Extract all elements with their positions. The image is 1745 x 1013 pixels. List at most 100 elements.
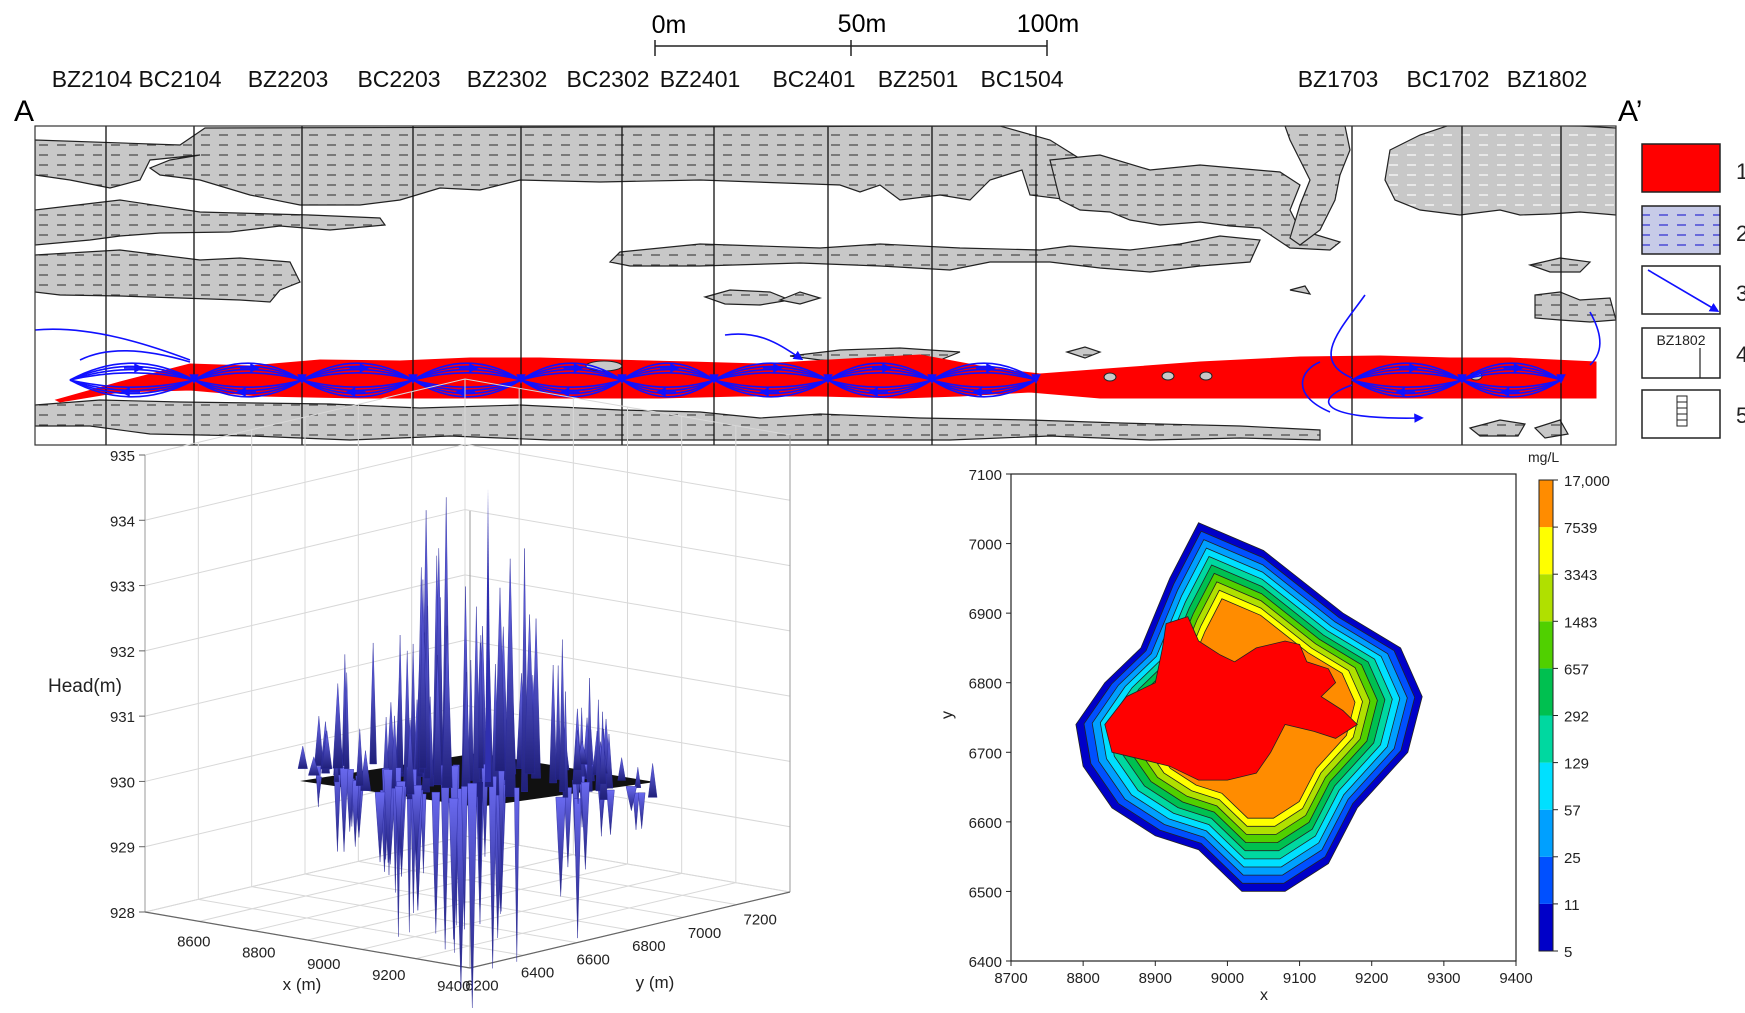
colorbar-segment — [1539, 809, 1553, 857]
contour-bands — [1075, 522, 1423, 892]
z-tick-label: 933 — [110, 579, 135, 596]
borehole-lines — [105, 126, 1562, 445]
surface-spike — [573, 798, 582, 939]
grid-line — [358, 860, 684, 918]
x-tick-label: 8600 — [177, 933, 210, 950]
legend-number-1: 1 — [1736, 159, 1745, 184]
surface-spike — [440, 765, 450, 950]
borehole-label-bc1702: BC1702 — [1406, 66, 1489, 92]
colorbar-unit: mg/L — [1528, 449, 1559, 465]
scale-label-50: 50m — [838, 10, 887, 38]
clay-lenses — [35, 126, 1616, 441]
borehole-label-bz1802: BZ1802 — [1507, 66, 1588, 92]
x-axis-label: x (m) — [283, 975, 322, 994]
z-tick-label: 932 — [110, 644, 135, 661]
z-tick-label: 930 — [110, 774, 135, 791]
contour-y-tick-label: 6900 — [969, 606, 1002, 623]
concentration-contour-chart: 8700 8800 8900 9000 9100 9200 9300 9400 6400 6500… — [939, 449, 1610, 1004]
flow-line — [35, 328, 191, 361]
y-tick-label: 6200 — [465, 978, 498, 995]
surface-spike — [604, 733, 614, 789]
borehole-labels: BZ2104 BC2104 BZ2203 BC2203 BZ2302 BC2302 BZ24… — [52, 66, 1588, 92]
colorbar-segment — [1539, 668, 1553, 716]
surface-spike — [481, 764, 489, 857]
clay-lens-right — [1049, 154, 1342, 251]
legend: 1 2 3 BZ1802 4 5 — [1641, 143, 1745, 439]
clay-lens-far-right — [1384, 126, 1616, 216]
contour-x-tick-label: 8800 — [1066, 970, 1099, 987]
x-tick-label: 9400 — [437, 978, 470, 995]
borehole-label-bc2401: BC2401 — [772, 66, 855, 92]
colorbar: 5 11 25 57 129 292 657 1483 3343 7539 17,000 — [1538, 473, 1610, 961]
colorbar-segment — [1539, 903, 1553, 951]
section-frame — [34, 125, 1617, 446]
flow-line — [1461, 362, 1563, 398]
surface-spike — [321, 730, 333, 770]
flow-line — [1589, 311, 1601, 366]
surface-spike — [523, 614, 536, 775]
legend-item-4: BZ1802 4 — [1641, 327, 1745, 379]
surface-spike — [315, 766, 322, 808]
contour-y-tick-label: 6500 — [969, 884, 1002, 901]
surface-spike — [625, 786, 637, 811]
legend-item-1: 1 — [1641, 143, 1745, 193]
surface-spike — [431, 791, 441, 934]
surface-spike — [410, 785, 423, 861]
clay-lens-small-right — [1064, 346, 1102, 359]
colorbar-label: 57 — [1564, 803, 1581, 820]
surface-spike — [374, 791, 386, 863]
colorbar-segment — [1539, 574, 1553, 622]
clay-lens-band-left — [35, 199, 387, 246]
colorbar-label: 1483 — [1564, 614, 1597, 631]
surface-peak — [485, 488, 491, 782]
head-surface-chart: 928 929 930 931 932 933 934 935 8600 8800 9000 9200… — [48, 378, 791, 1009]
surface-spike — [461, 786, 468, 930]
surface-spike — [514, 787, 520, 962]
surface-spike — [595, 699, 602, 792]
contour-x-tick-label: 9400 — [1499, 970, 1532, 987]
clay-lens-small-right-2 — [1289, 285, 1312, 295]
legend-number-5: 5 — [1736, 403, 1745, 428]
surface-data — [297, 488, 658, 1009]
surface-spike — [441, 625, 453, 788]
colorbar-label: 17,000 — [1564, 473, 1610, 490]
flow-line — [1330, 294, 1366, 379]
surface-spike — [467, 660, 474, 781]
contour-core — [1104, 616, 1358, 781]
legend-number-2: 2 — [1736, 221, 1745, 246]
contour-y-tick-label: 6700 — [969, 745, 1002, 762]
surface-spike — [477, 635, 484, 769]
z-tick-label: 929 — [110, 840, 135, 857]
surface-axes: 928 929 930 931 932 933 934 935 8600 8800 9000 9200… — [110, 435, 791, 995]
red-fill-swatch — [1641, 143, 1721, 193]
x-tick-label: 9000 — [307, 956, 340, 973]
flow-arrow-swatch — [1647, 269, 1720, 312]
flow-lines — [35, 294, 1601, 423]
surface-spike — [344, 672, 350, 770]
contour-x-label: x — [1260, 987, 1268, 1004]
flow-line — [79, 349, 191, 363]
legend-number-4: 4 — [1736, 342, 1745, 367]
surface-grid — [144, 378, 791, 969]
colorbar-segment — [1539, 480, 1553, 528]
clay-lens-small-center-2 — [777, 291, 823, 305]
clay-lens-mid-center — [608, 235, 1261, 273]
legend-borehole-label: BZ1802 — [1656, 332, 1705, 348]
contour-y-tick-label: 6600 — [969, 815, 1002, 832]
clay-lens-right-mid — [1534, 291, 1616, 323]
colorbar-label: 25 — [1564, 850, 1581, 867]
surface-spike — [297, 745, 308, 769]
legend-item-3: 3 — [1641, 265, 1745, 315]
surface-spike — [383, 769, 393, 863]
contour-x-tick-label: 9300 — [1427, 970, 1460, 987]
colorbar-segment — [1539, 762, 1553, 810]
surface-spike — [345, 769, 354, 832]
contour-y-tick-label: 6800 — [969, 676, 1002, 693]
flow-line — [724, 333, 804, 361]
flow-line — [1327, 384, 1424, 423]
flow-line — [931, 362, 1038, 398]
borehole-label-bz2302: BZ2302 — [467, 66, 548, 92]
contour-x-tick-label: 8700 — [994, 970, 1027, 987]
scale-label-0: 0m — [652, 11, 687, 39]
colorbar-label: 5 — [1564, 944, 1572, 961]
